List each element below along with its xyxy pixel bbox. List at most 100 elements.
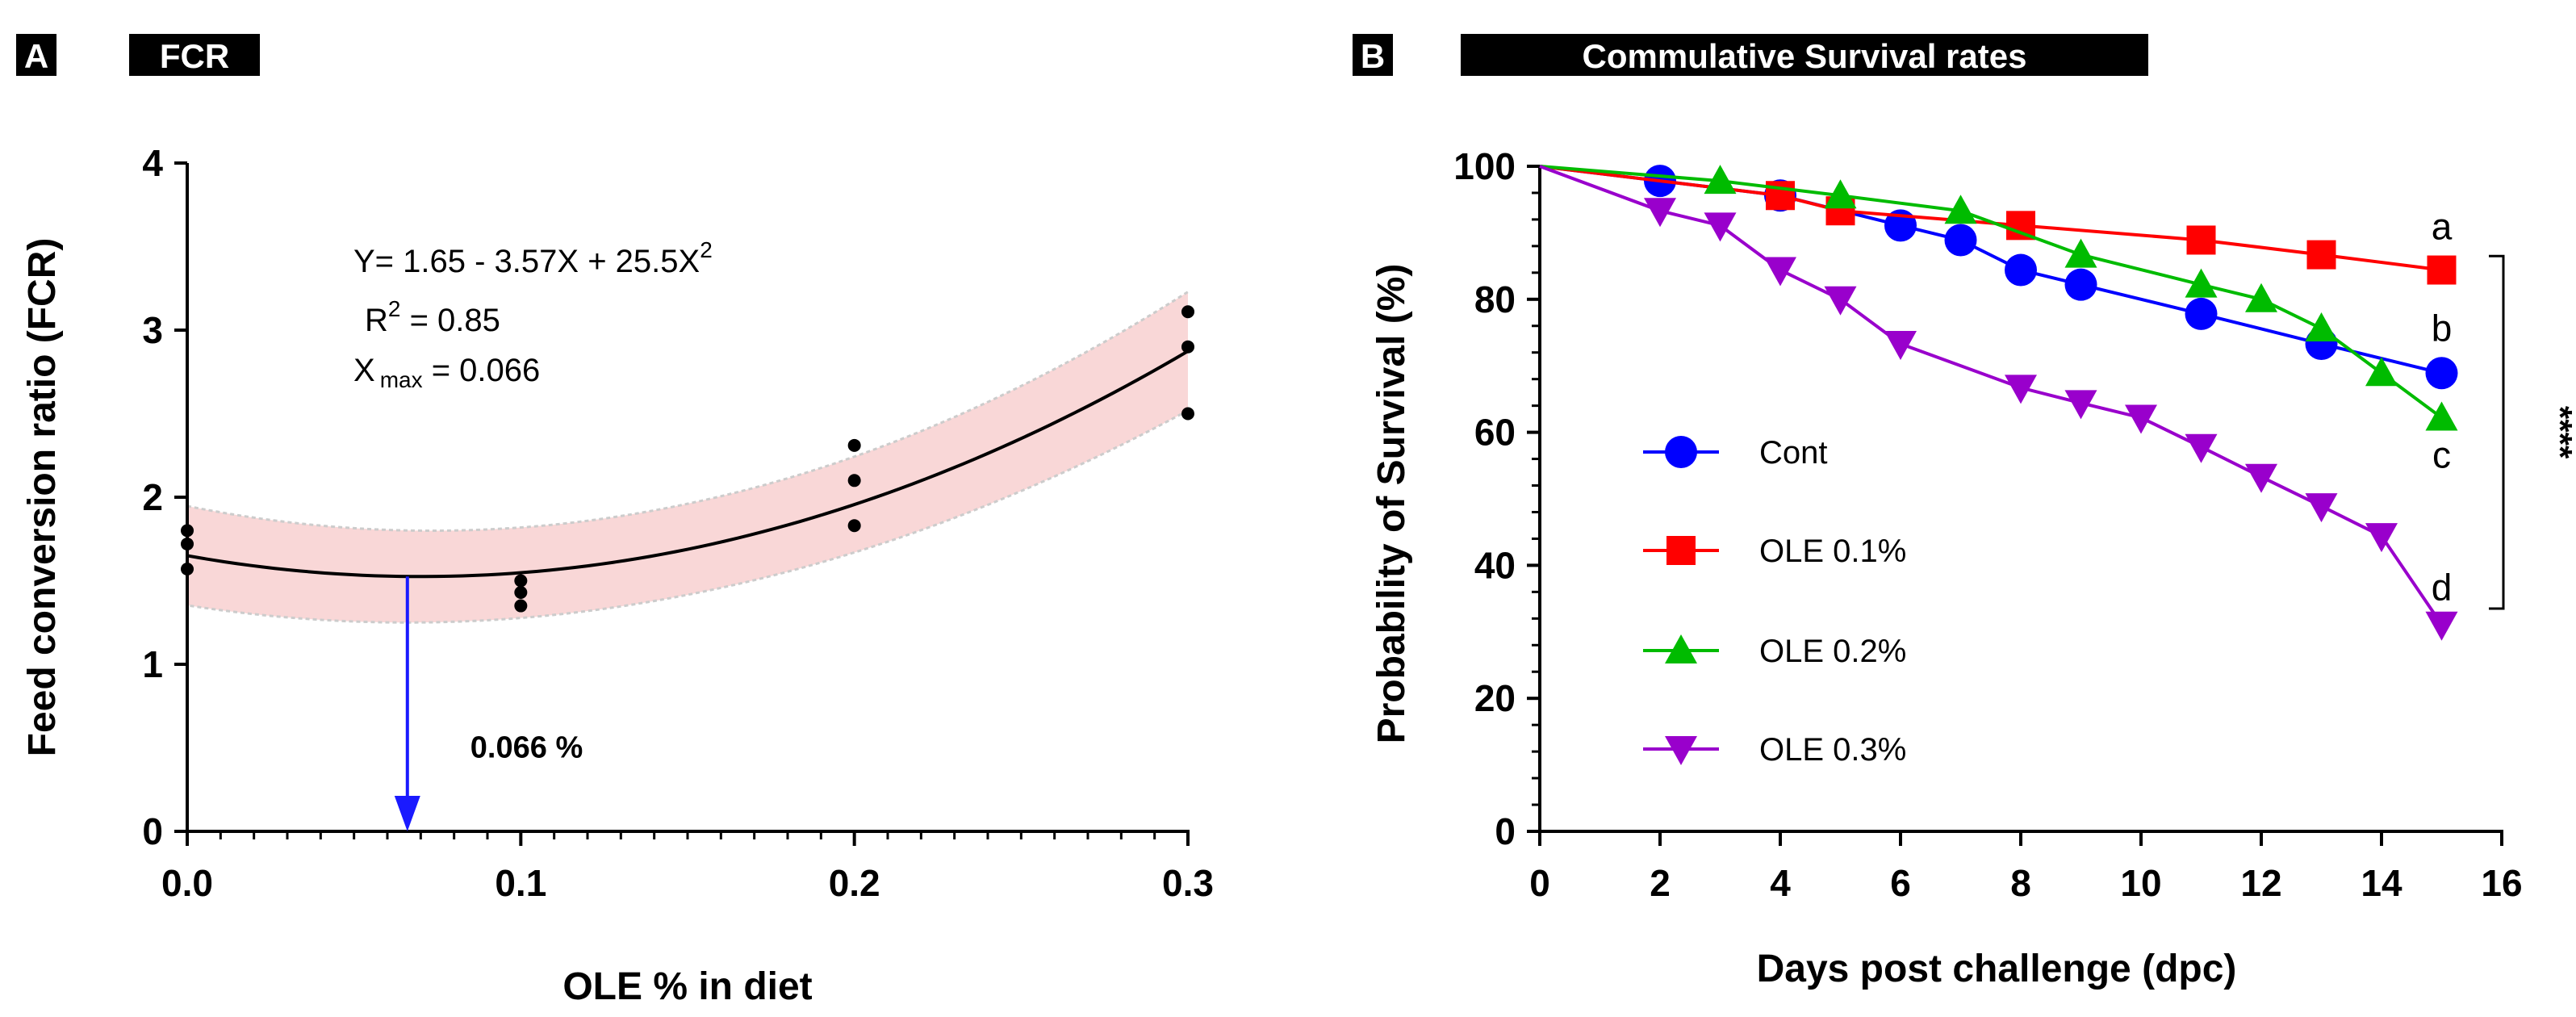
marker-triangle-down (2125, 404, 2157, 434)
survival-legend: Cont OLE 0.1% OLE 0.2% OLE 0.3% (1643, 435, 1906, 768)
x-tick-label: 0 (1529, 862, 1550, 904)
marker-triangle-up (1665, 634, 1697, 663)
marker-square (1666, 536, 1696, 565)
survival-chart: 0 20 40 60 80 100 0 2 4 6 8 10 12 14 16 Cont OLE 0.1% OL… (1370, 145, 2576, 990)
panel-a-title: FCR (160, 37, 229, 75)
significance-bracket (2489, 254, 2505, 610)
r-squared-line: R2 = 0.85 (365, 296, 500, 338)
fit-curve-line (186, 349, 1190, 579)
equation-line: Y= 1.65 - 3.57X + 25.5X2 (353, 237, 713, 279)
panel-b-title: Commulative Survival rates (1583, 37, 2027, 75)
data-point (1181, 340, 1194, 354)
marker-triangle-up (2425, 401, 2458, 431)
equation-exponent: 2 (700, 237, 713, 262)
y-tick-label: 40 (1474, 544, 1516, 586)
survival-series (1539, 165, 2458, 641)
marker-triangle-down (1764, 257, 1796, 287)
significance-stars: **** (2541, 406, 2576, 459)
panel-a-letter: A (24, 37, 48, 75)
legend-item: OLE 0.1% (1643, 534, 1906, 569)
marker-triangle-down (1644, 198, 1676, 228)
x-tick-label: 0.1 (495, 862, 546, 904)
y-tick-label: 3 (142, 309, 163, 351)
series-line (1539, 165, 2443, 420)
marker-circle (2005, 253, 2037, 287)
x-tick-label: 8 (2010, 862, 2031, 904)
marker-circle (1665, 436, 1697, 468)
data-point (181, 537, 194, 550)
xmax-value: = 0.066 (423, 353, 541, 388)
legend-label: OLE 0.2% (1759, 634, 1906, 669)
significance-letter: c (2432, 433, 2451, 475)
fcr-xmax-label: 0.066 % (470, 731, 583, 765)
significance-letter: d (2432, 567, 2453, 609)
x-tick-label: 6 (1890, 862, 1911, 904)
panel-b-letter: B (1361, 37, 1385, 75)
data-point (181, 563, 194, 576)
y-tick-label: 80 (1474, 278, 1516, 320)
significance-letter: b (2432, 307, 2453, 349)
marker-triangle-up (2245, 282, 2277, 312)
data-point (847, 519, 861, 533)
data-point (181, 524, 194, 538)
panel-a-header: A FCR (16, 34, 260, 76)
arrow-head (394, 796, 420, 831)
panel-b-letter-box (1353, 34, 1393, 76)
y-tick-label: 100 (1453, 145, 1516, 187)
x-tick-label: 0.2 (829, 862, 880, 904)
data-point (1181, 305, 1194, 319)
marker-circle (2064, 268, 2097, 301)
marker-square (2306, 240, 2336, 270)
data-point (514, 585, 528, 599)
panel-a-title-box (129, 34, 260, 76)
fcr-points (181, 305, 1194, 613)
r-squared-exponent: 2 (388, 296, 401, 321)
y-tick-label: 0 (1495, 810, 1516, 852)
series-ole-0-3- (1539, 165, 2458, 641)
x-tick-label: 12 (2240, 862, 2281, 904)
significance-letter: a (2432, 206, 2453, 248)
marker-square (2427, 255, 2457, 285)
marker-triangle-up (1824, 179, 1857, 209)
x-tick-label: 0.3 (1162, 862, 1214, 904)
marker-triangle-up (2365, 357, 2398, 387)
survival-axes: 0 20 40 60 80 100 0 2 4 6 8 10 12 14 16 (1453, 145, 2522, 904)
marker-triangle-down (2365, 523, 2398, 553)
series-ole-0-2- (1539, 165, 2458, 431)
marker-triangle-down (2305, 493, 2338, 523)
legend-label: Cont (1759, 435, 1828, 471)
fcr-xmax-arrow (394, 576, 420, 831)
x-tick-label: 0.0 (161, 862, 213, 904)
legend-label: OLE 0.3% (1759, 732, 1906, 768)
xmax-symbol: X (353, 353, 375, 388)
y-tick-label: 1 (142, 643, 163, 685)
panel-b-title-box (1461, 34, 2148, 76)
legend-item: OLE 0.3% (1643, 732, 1906, 768)
marker-triangle-down (1884, 331, 1917, 361)
y-tick-label: 60 (1474, 412, 1516, 454)
y-tick-label: 0 (142, 810, 163, 852)
x-tick-label: 2 (1650, 862, 1671, 904)
panel-b-header: B Commulative Survival rates (1353, 34, 2148, 76)
data-point (847, 474, 861, 488)
legend-item: OLE 0.2% (1643, 634, 1906, 669)
marker-triangle-up (2185, 268, 2218, 298)
marker-square (2186, 225, 2216, 255)
legend-item: Cont (1643, 435, 1828, 471)
marker-triangle-up (2305, 312, 2338, 342)
y-tick-label: 2 (142, 476, 163, 518)
marker-triangle-down (1824, 286, 1857, 316)
marker-circle (2425, 357, 2458, 390)
marker-triangle-up (1944, 195, 1977, 224)
marker-triangle-down (2185, 433, 2218, 463)
data-point (1181, 407, 1194, 421)
fcr-confidence-band (186, 291, 1189, 624)
fcr-x-axis-label: OLE % in diet (562, 965, 812, 1008)
confidence-band-upper (186, 291, 1189, 533)
r-squared-symbol: R (365, 303, 388, 338)
fcr-axes: 0 1 2 3 4 0.0 0.1 0.2 0.3 (142, 142, 1214, 904)
survival-x-axis-label: Days post challenge (dpc) (1757, 948, 2237, 990)
fcr-fit-curve (186, 349, 1190, 579)
